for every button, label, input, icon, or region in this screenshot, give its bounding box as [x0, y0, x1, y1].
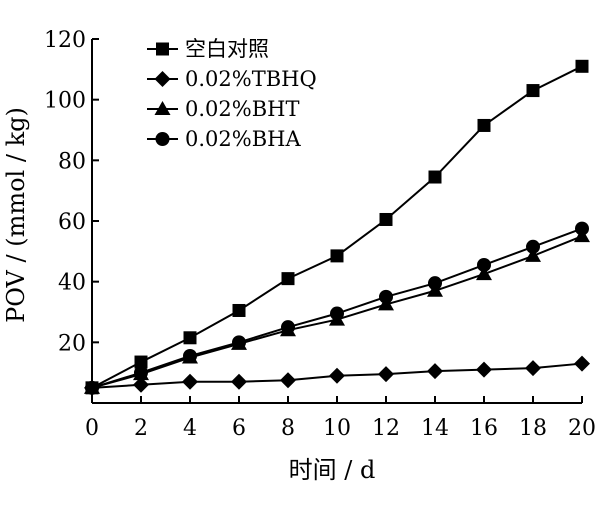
x-axis-label: 时间 / d: [289, 456, 376, 484]
legend-marker: [155, 132, 170, 146]
data-point: [183, 331, 197, 345]
legend-item: 0.02%BHA: [147, 127, 301, 151]
data-point: [330, 306, 344, 321]
data-point: [182, 373, 198, 390]
x-tick-label: 12: [372, 416, 400, 441]
legend-marker: [156, 42, 169, 56]
legend-label: 空白对照: [185, 37, 269, 61]
x-tick-label: 16: [470, 416, 498, 441]
x-tick-label: 20: [568, 416, 596, 441]
x-tick-label: 4: [183, 416, 197, 441]
legend-label: 0.02%BHT: [185, 97, 299, 121]
data-point: [280, 372, 296, 389]
data-point: [427, 363, 443, 380]
data-point: [575, 221, 589, 236]
data-point: [575, 59, 589, 73]
y-tick-label: 80: [58, 149, 86, 174]
axes: 20 40 60 80 100 120 0 2 4 6 8 10 12 14 16 18 20: [44, 28, 596, 441]
data-point: [477, 118, 491, 132]
data-point: [477, 257, 491, 272]
data-point: [525, 247, 541, 262]
data-point: [281, 320, 295, 335]
legend-item: 空白对照: [147, 37, 269, 61]
legend-item: 0.02%TBHQ: [147, 67, 317, 91]
x-tick-label: 10: [323, 416, 351, 441]
y-tick-label: 60: [58, 210, 86, 235]
data-point: [330, 249, 344, 263]
y-tick-label: 100: [44, 89, 86, 114]
data-point: [428, 276, 442, 291]
x-tick-label: 2: [134, 416, 148, 441]
data-point: [232, 303, 246, 317]
y-tick-label: 20: [58, 331, 86, 356]
data-point: [281, 272, 295, 286]
x-tick-label: 6: [232, 416, 246, 441]
data-point: [476, 361, 492, 378]
data-point: [133, 376, 149, 393]
series-group: [84, 59, 590, 396]
legend-marker: [154, 71, 171, 87]
data-point: [232, 335, 246, 350]
data-point: [378, 366, 394, 383]
y-axis-label: POV / (mmol / kg): [2, 107, 30, 323]
data-point: [183, 348, 197, 363]
y-tick-label: 40: [58, 271, 86, 296]
data-point: [134, 355, 148, 369]
x-tick-label: 14: [421, 416, 449, 441]
data-point: [379, 212, 393, 226]
data-point: [428, 170, 442, 184]
legend-marker: [154, 101, 171, 115]
data-point: [476, 266, 492, 281]
data-point: [525, 360, 541, 377]
x-tick-label: 18: [519, 416, 547, 441]
data-point: [379, 289, 393, 304]
data-point: [526, 84, 540, 98]
x-tick-label: 0: [85, 416, 99, 441]
data-point: [574, 355, 590, 372]
y-tick-label: 120: [44, 28, 86, 53]
data-point: [526, 239, 540, 254]
legend-label: 0.02%BHA: [185, 127, 301, 151]
legend: 空白对照 0.02%TBHQ 0.02%BHT 0.02%BHA: [147, 37, 317, 151]
series-4: [85, 221, 589, 395]
legend-label: 0.02%TBHQ: [185, 67, 317, 91]
data-point: [85, 380, 99, 395]
data-point: [134, 365, 148, 380]
data-point: [329, 367, 345, 384]
series-2: [84, 355, 590, 396]
x-tick-label: 8: [281, 416, 295, 441]
data-point: [231, 373, 247, 390]
legend-item: 0.02%BHT: [147, 97, 299, 121]
